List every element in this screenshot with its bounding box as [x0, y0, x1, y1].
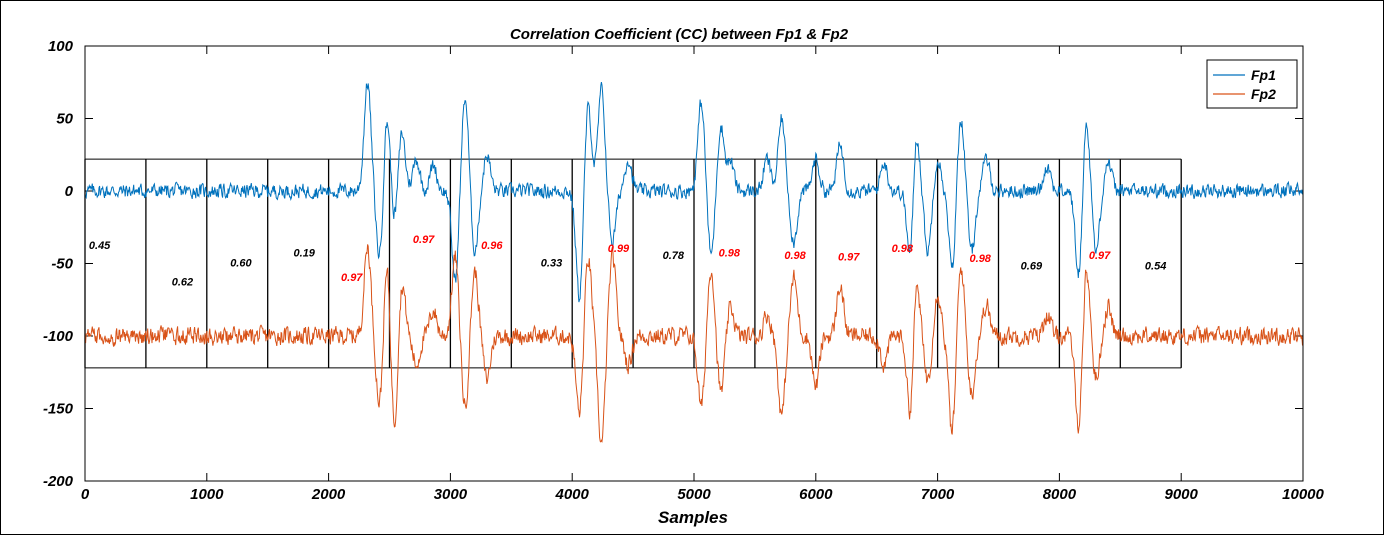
cc-value-label: 0.98: [970, 253, 992, 265]
cc-value-label: 0.98: [719, 247, 741, 259]
y-tick-label: 50: [56, 111, 73, 128]
y-tick-label: -150: [43, 401, 74, 418]
x-tick-label: 3000: [434, 486, 468, 503]
y-tick-label: -200: [43, 473, 74, 490]
x-tick-label: 0: [81, 486, 90, 503]
x-tick-label: 6000: [799, 486, 833, 503]
x-tick-label: 5000: [677, 486, 711, 503]
cc-value-label: 0.97: [838, 252, 860, 264]
legend-label-fp2: Fp2: [1251, 86, 1276, 102]
cc-value-label: 0.19: [294, 247, 316, 259]
cc-value-label: 0.62: [172, 276, 193, 288]
cc-annotations: 0.45 0.62 0.60 0.19 0.97 0.97 0.96 0.33 0.99 0.78…: [89, 234, 1166, 288]
cc-value-label: 0.69: [1021, 260, 1043, 272]
cc-value-label: 0.96: [481, 240, 503, 252]
x-tick-label: 2000: [311, 486, 346, 503]
cc-value-label: 0.97: [341, 272, 363, 284]
signal-series: [84, 82, 1304, 443]
series-line-fp2: [84, 244, 1304, 443]
x-axis-label: Samples: [658, 508, 728, 527]
x-tick-label: 4000: [555, 486, 590, 503]
y-tick-label: 0: [65, 183, 74, 200]
cc-value-label: 0.99: [608, 243, 630, 255]
cc-value-label: 0.45: [89, 240, 111, 252]
cc-value-label: 0.98: [784, 250, 806, 262]
x-tick-label: 1000: [190, 486, 224, 503]
cc-value-label: 0.97: [413, 234, 435, 246]
y-tick-label: -100: [43, 328, 74, 345]
cc-value-label: 0.98: [892, 243, 914, 255]
x-tick-label: 8000: [1043, 486, 1077, 503]
cc-value-label: 0.33: [541, 257, 562, 269]
axes-box: [84, 45, 1304, 482]
legend-label-fp1: Fp1: [1251, 67, 1276, 83]
legend-box: [1206, 59, 1298, 109]
chart-title: Correlation Coefficient (CC) between Fp1…: [510, 26, 849, 43]
x-tick-label: 10000: [1282, 486, 1324, 503]
series-line-fp1: [84, 82, 1304, 303]
cc-value-label: 0.97: [1089, 250, 1111, 262]
cc-value-label: 0.54: [1145, 260, 1166, 272]
cc-value-label: 0.78: [663, 250, 685, 262]
y-tick-label: -50: [51, 256, 73, 273]
y-tick-label: 100: [48, 38, 74, 55]
x-tick-label: 9000: [1165, 486, 1199, 503]
cc-value-label: 0.60: [230, 257, 252, 269]
axis-ticks: 0 1000 2000 3000 4000 5000 6000 7000 8000 9000 100…: [43, 38, 1325, 503]
x-tick-label: 7000: [921, 486, 955, 503]
